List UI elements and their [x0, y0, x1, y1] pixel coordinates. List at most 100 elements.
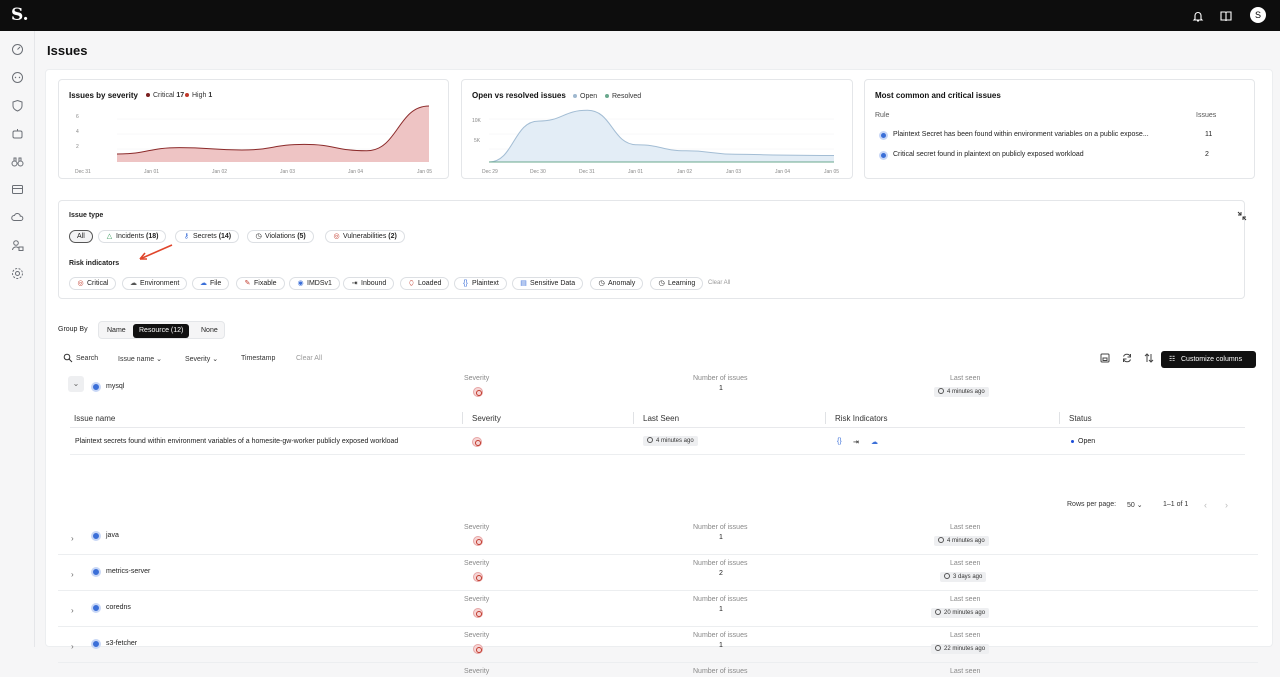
kubernetes-icon — [91, 639, 101, 649]
book-icon[interactable] — [1219, 9, 1233, 23]
chip-risk-inbound[interactable]: ⇥ Inbound — [343, 277, 395, 290]
chevron-right-icon[interactable]: › — [71, 606, 74, 615]
save-icon[interactable] — [1099, 352, 1111, 364]
chip-risk-critical[interactable]: ◎ Critical — [69, 277, 117, 290]
group-row-java[interactable]: › java Severity Number of issues 1 Last … — [58, 519, 1258, 555]
series-line-critical[interactable] — [116, 105, 429, 155]
severity-filter[interactable]: Severity ⌄ — [185, 355, 218, 363]
cloud-icon[interactable] — [11, 211, 24, 224]
group-row-mysql[interactable]: ⌄ mysql Severity Number of issues 1 Last… — [58, 370, 1258, 406]
clear-all-risks[interactable]: Clear All — [708, 280, 731, 286]
pagination-range: 1–1 of 1 — [1163, 501, 1189, 508]
rule-link[interactable]: Plaintext Secret has been found within e… — [893, 131, 1149, 138]
chip-risk-sensitive-data[interactable]: ▤ Sensitive Data — [512, 277, 584, 290]
settings-icon[interactable] — [11, 267, 24, 280]
chip-vulnerabilities[interactable]: ◎ Vulnerabilities (2) — [325, 230, 405, 243]
rule-link[interactable]: Critical secret found in plaintext on pu… — [893, 151, 1084, 158]
legend-high[interactable]: High 1 — [185, 92, 212, 99]
critical-severity-icon — [472, 437, 482, 447]
group-row-coredns[interactable]: › coredns Severity Number of issues 1 La… — [58, 591, 1258, 627]
user-lock-icon[interactable] — [11, 239, 24, 252]
legend-dot — [146, 93, 150, 98]
header-last-seen[interactable]: Last Seen — [643, 414, 680, 423]
last-seen-label: Last seen — [950, 524, 981, 531]
group-row-s3-fetcher[interactable]: › s3-fetcher Severity Number of issues 1… — [58, 627, 1258, 663]
header-status[interactable]: Status — [1069, 414, 1092, 423]
x-tick: Dec 30 — [530, 169, 546, 175]
group-by-none[interactable]: None — [201, 327, 218, 334]
chip-risk-loaded[interactable]: ⬯ Loaded — [400, 277, 450, 290]
dashboard-icon[interactable] — [11, 43, 24, 56]
x-tick: Jan 04 — [775, 169, 791, 175]
rows-per-page-select[interactable]: 50 ⌄ — [1127, 501, 1143, 509]
last-seen-badge: 4 minutes ago — [934, 536, 989, 546]
chevron-right-icon[interactable]: › — [1225, 500, 1228, 510]
chip-label: Vulnerabilities — [343, 233, 387, 240]
severity-label: Severity — [464, 524, 490, 531]
chevron-left-icon[interactable]: ‹ — [1204, 500, 1207, 510]
chip-risk-learning[interactable]: ◷ Learning — [650, 277, 704, 290]
kubernetes-icon — [879, 151, 888, 160]
customize-columns-button[interactable]: ☷ Customize columns — [1161, 351, 1256, 368]
sort-icon[interactable] — [1143, 352, 1155, 364]
robot-icon[interactable] — [11, 127, 24, 140]
chip-label: Environment — [140, 280, 180, 287]
severity-label: Severity — [464, 375, 490, 382]
chip-risk-plaintext[interactable]: {} Plaintext — [454, 277, 507, 290]
issue-name-filter[interactable]: Issue name ⌄ — [118, 355, 162, 363]
clock-icon — [938, 537, 944, 544]
issue-count-label: Number of issues — [693, 375, 748, 382]
chevron-right-icon[interactable]: › — [71, 570, 74, 579]
legend-critical[interactable]: Critical 17 — [146, 92, 184, 99]
search-button[interactable]: Search — [76, 355, 99, 362]
group-by-name[interactable]: Name — [107, 327, 126, 334]
collapse-icon[interactable] — [1237, 211, 1247, 221]
clear-all-toolbar[interactable]: Clear All — [296, 355, 323, 362]
chip-all[interactable]: All — [69, 230, 93, 243]
avatar[interactable]: S — [1250, 7, 1266, 23]
timestamp-filter[interactable]: Timestamp — [241, 355, 276, 362]
chip-label: Critical — [87, 280, 109, 287]
chip-incidents[interactable]: △ Incidents (18) — [98, 230, 167, 243]
binoculars-icon[interactable] — [11, 155, 24, 168]
header-issue-name[interactable]: Issue name — [74, 414, 116, 423]
legend-open[interactable]: Open — [573, 93, 597, 100]
chip-risk-file[interactable]: ☁ File — [192, 277, 230, 290]
chip-risk-environment[interactable]: ☁ Environment — [122, 277, 188, 290]
header-risk-indicators[interactable]: Risk Indicators — [835, 414, 888, 423]
chevron-down-icon: ⌄ — [1136, 502, 1143, 509]
legend-resolved[interactable]: Resolved — [605, 93, 641, 100]
chip-risk-imdsv1[interactable]: ◉ IMDSv1 — [289, 277, 340, 290]
x-tick: Jan 01 — [144, 169, 160, 175]
inventory-icon[interactable] — [11, 183, 24, 196]
issue-name[interactable]: Plaintext secrets found within environme… — [75, 438, 399, 445]
group-row-partial[interactable]: Severity Number of issues Last seen — [58, 663, 1258, 677]
chip-risk-fixable[interactable]: ✎ Fixable — [236, 277, 285, 290]
chip-label: IMDSv1 — [307, 280, 332, 287]
x-tick: Dec 29 — [482, 169, 498, 175]
issue-count: 1 — [719, 642, 723, 649]
chip-risk-anomaly[interactable]: ◷ Anomaly — [590, 277, 644, 290]
app-logo[interactable]: S. — [11, 5, 29, 25]
group-row-metrics-server[interactable]: › metrics-server Severity Number of issu… — [58, 555, 1258, 591]
risk-indicators-label: Risk indicators — [69, 260, 120, 267]
legend-dot — [185, 93, 189, 98]
chat-icon[interactable] — [11, 71, 24, 84]
table-row[interactable]: Plaintext secrets found within environme… — [70, 429, 1245, 455]
header-severity[interactable]: Severity — [472, 414, 501, 423]
resource-name: java — [106, 532, 119, 539]
button-label: Customize columns — [1181, 356, 1243, 363]
content-panel: Issues by severity Critical 17 High 1 6 … — [45, 69, 1273, 675]
chevron-right-icon[interactable]: › — [71, 534, 74, 543]
series-line-open[interactable] — [489, 109, 834, 163]
chevron-down-icon[interactable]: ⌄ — [68, 376, 84, 392]
chip-violations[interactable]: ◷ Violations (5) — [247, 230, 314, 243]
search-icon[interactable] — [63, 353, 73, 363]
chip-label: Fixable — [254, 280, 277, 287]
sidebar — [0, 31, 35, 647]
group-by-resource[interactable]: Resource (12) — [133, 324, 190, 338]
shield-icon[interactable] — [11, 99, 24, 112]
refresh-icon[interactable] — [1121, 352, 1133, 364]
chip-secrets[interactable]: ⚷ Secrets (14) — [175, 230, 240, 243]
bell-icon[interactable] — [1191, 9, 1205, 23]
